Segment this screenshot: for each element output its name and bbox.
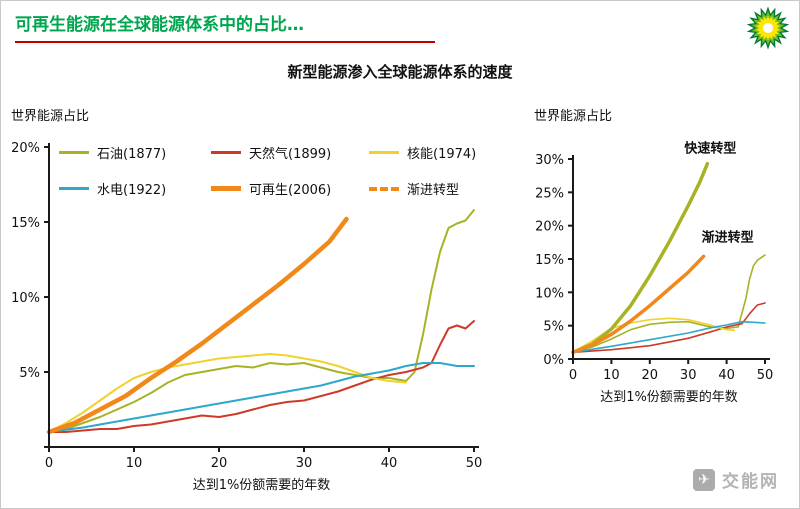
series-gradual-transition — [571, 254, 706, 355]
x-tick-label: 0 — [45, 456, 53, 471]
x-tick-label: 0 — [569, 368, 577, 383]
x-tick-label: 30 — [680, 368, 697, 383]
series-hydro — [572, 320, 766, 354]
legend-item: 石油(1877) — [59, 143, 211, 162]
series-gas — [572, 302, 766, 354]
x-tick-label: 10 — [126, 456, 143, 471]
legend-swatch — [211, 186, 241, 191]
y-tick-label: 25% — [535, 186, 564, 201]
y-tick-label: 10% — [535, 286, 564, 301]
legend-swatch — [369, 186, 399, 191]
legend-label: 核能(1974) — [407, 147, 477, 162]
annotation: 快速转型 — [684, 140, 736, 156]
series-hydro — [48, 362, 475, 433]
legend-swatch — [59, 187, 89, 190]
legend-item: 可再生(2006) — [211, 179, 369, 198]
x-tick-label: 50 — [466, 456, 483, 471]
annotation: 渐进转型 — [702, 230, 754, 246]
x-axis-label: 达到1%份额需要的年数 — [193, 477, 331, 493]
chart-subtitle: 新型能源渗入全球能源体系的速度 — [287, 63, 513, 81]
page-title: 可再生能源在全球能源体系中的占比… — [15, 10, 435, 43]
series-renewable — [46, 216, 349, 435]
legend-label: 石油(1877) — [97, 147, 167, 162]
watermark: ✈ 交能网 — [693, 467, 779, 492]
x-tick-label: 40 — [381, 456, 398, 471]
legend-swatch — [211, 151, 241, 154]
historical-energy-penetration: 0 10 20 30 40 50 5% 10% 15% 20% 达到1%份额需要的年数 — [11, 141, 483, 493]
legend-item: 天然气(1899) — [211, 143, 369, 162]
x-tick-label: 30 — [296, 456, 313, 471]
y-tick-label: 0% — [543, 353, 564, 368]
left-chart: 0 10 20 30 40 50 5% 10% 15% 20% 达到1%份额需要的年数 — [7, 133, 489, 501]
right-chart-axis-title: 世界能源占比 — [534, 109, 613, 124]
legend-item: 水电(1922) — [59, 179, 211, 198]
x-tick-label: 50 — [757, 368, 774, 383]
y-tick-label: 5% — [19, 366, 40, 381]
legend-label: 可再生(2006) — [249, 183, 332, 198]
legend-swatch — [369, 151, 399, 154]
legend-label: 渐进转型 — [407, 183, 460, 198]
y-tick-label: 10% — [11, 291, 40, 306]
x-tick-label: 10 — [603, 368, 620, 383]
y-tick-label: 20% — [535, 220, 564, 235]
y-tick-label: 20% — [11, 141, 40, 156]
series-oil — [572, 254, 766, 354]
chart-legend: 石油(1877) 天然气(1899) 核能(1974) 水电(1922) 可再生(200… — [59, 143, 509, 198]
right-chart: 0 10 20 30 40 50 0% 5% 10% 15% 20% 25% 30% 达到1%份额需要的年… — [529, 133, 799, 421]
y-tick-label: 5% — [543, 320, 564, 335]
bp-helios-icon — [746, 6, 790, 50]
watermark-text: 交能网 — [722, 472, 779, 492]
x-tick-label: 20 — [211, 456, 228, 471]
series-nuclear — [48, 353, 407, 433]
bp-helios-logo — [745, 5, 791, 51]
y-tick-label: 15% — [535, 253, 564, 268]
series-gas — [48, 320, 475, 433]
x-axis-label: 达到1%份额需要的年数 — [600, 389, 738, 405]
left-chart-axis-title: 世界能源占比 — [11, 109, 90, 124]
legend-label: 天然气(1899) — [249, 147, 332, 162]
series-oil — [48, 209, 475, 433]
legend-label: 水电(1922) — [97, 183, 167, 198]
legend-swatch — [59, 151, 89, 154]
transition-scenarios: 0 10 20 30 40 50 0% 5% 10% 15% 20% 25% 30% 达到1%份额需要的年… — [535, 140, 774, 405]
paper-plane-icon: ✈ — [693, 468, 715, 491]
series-fast-transition — [571, 161, 710, 355]
x-tick-label: 40 — [718, 368, 735, 383]
x-tick-label: 20 — [642, 368, 659, 383]
y-tick-label: 30% — [535, 153, 564, 168]
legend-item: 核能(1974) — [369, 143, 509, 162]
y-tick-label: 15% — [11, 216, 40, 231]
legend-item: 渐进转型 — [369, 179, 509, 198]
